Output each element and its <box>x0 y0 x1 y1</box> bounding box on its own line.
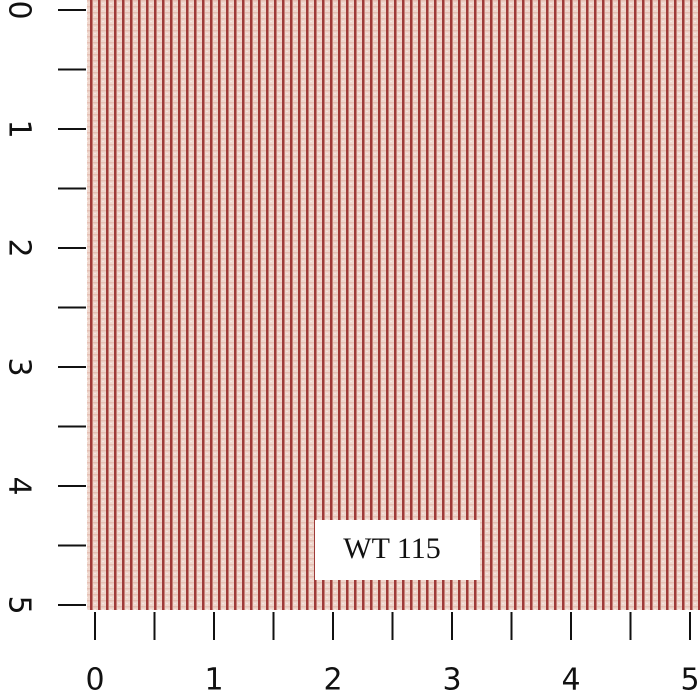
ruler-label: 0 <box>85 663 104 698</box>
ruler-label: 5 <box>680 663 699 698</box>
ruler-label: 2 <box>2 238 37 257</box>
fabric <box>87 0 700 610</box>
ruler-label: 4 <box>561 663 580 698</box>
ruler-label: 3 <box>2 357 37 376</box>
fabric-code: WT 115 <box>343 532 441 565</box>
ruler-label: 1 <box>2 119 37 138</box>
ruler-label: 1 <box>204 663 223 698</box>
ruler-label: 0 <box>2 0 37 19</box>
ruler-label: 2 <box>323 663 342 698</box>
label-box <box>315 520 480 580</box>
ruler-label: 5 <box>2 595 37 614</box>
ruler-label: 4 <box>2 476 37 495</box>
ruler-label: 3 <box>442 663 461 698</box>
